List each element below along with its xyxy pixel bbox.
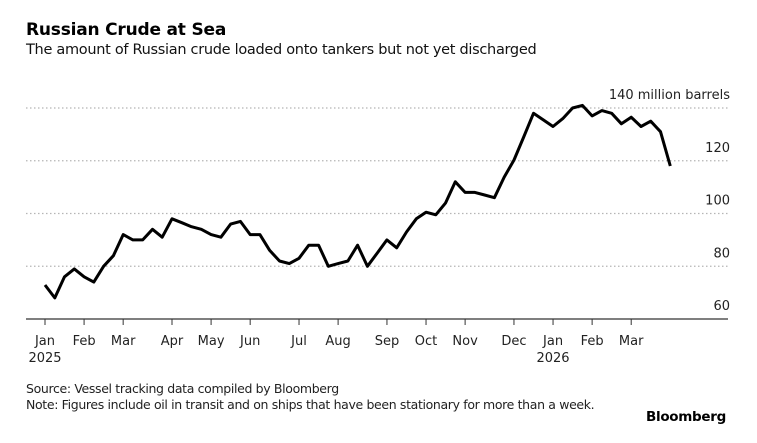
x-tick-label: Feb: [581, 334, 604, 349]
y-axis-labels: 140 million barrels 120 100 80 60: [609, 88, 730, 314]
y-tick-label: 140 million barrels: [609, 88, 730, 103]
x-tick-label: Mar: [619, 334, 644, 349]
gridlines: [26, 107, 728, 267]
x-tick-label: Sep: [375, 334, 400, 349]
x-tick-label: Mar: [111, 334, 136, 349]
x-tick-label: Oct: [415, 334, 437, 349]
x-tick-label: Nov: [452, 334, 478, 349]
x-tick-label: Jan: [542, 334, 563, 349]
x-tick-label: Dec: [501, 334, 526, 349]
y-tick-label: 100: [705, 194, 730, 209]
chart-subtitle: The amount of Russian crude loaded onto …: [26, 42, 537, 58]
series-line: [43, 103, 672, 300]
x-tick-year-label: 2025: [28, 351, 61, 366]
y-tick-label: 80: [713, 246, 730, 261]
bloomberg-logo: Bloomberg: [646, 409, 726, 425]
x-tick-label: Jan: [34, 334, 55, 349]
x-tick-label: Jun: [239, 334, 260, 349]
source-note: Source: Vessel tracking data compiled by…: [26, 381, 339, 396]
chart-footer: Source: Vessel tracking data compiled by…: [26, 381, 606, 412]
x-tick-label: Apr: [161, 334, 184, 349]
x-tick-label: Feb: [73, 334, 96, 349]
footnote: Note: Figures include oil in transit and…: [26, 396, 595, 412]
x-tick-year-label: 2026: [536, 351, 569, 366]
x-tick-label: Jul: [290, 334, 307, 349]
x-tick-label: Aug: [325, 334, 350, 349]
x-axis: Jan 2025 Feb Mar Apr May Jun Jul Aug Sep Oct Nov Dec…: [26, 318, 728, 366]
y-tick-label: 120: [705, 141, 730, 156]
y-tick-label: 60: [713, 299, 730, 314]
series-group: [43, 103, 672, 300]
x-tick-label: May: [198, 334, 225, 349]
chart-title: Russian Crude at Sea: [26, 20, 227, 40]
